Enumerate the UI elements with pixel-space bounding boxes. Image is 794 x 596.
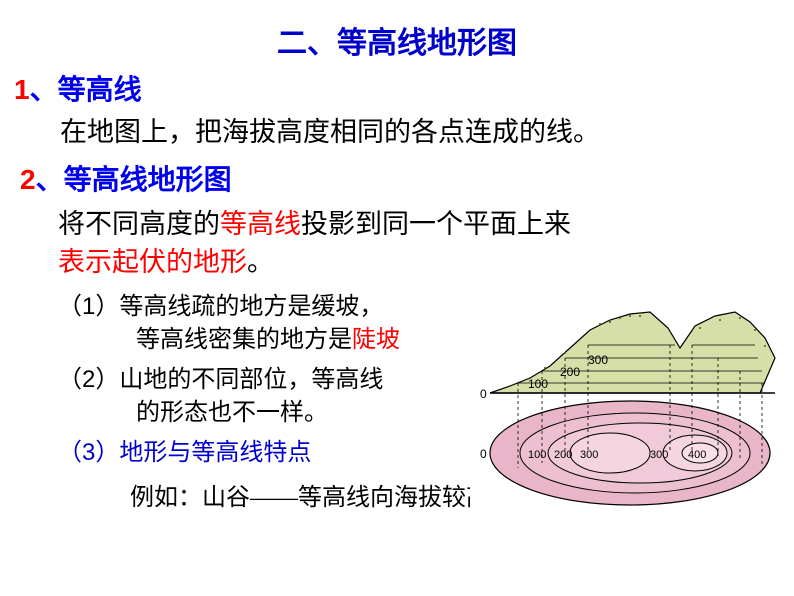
page-title: 二、等高线地形图	[0, 0, 794, 62]
diagram-contour-400: 400	[688, 449, 706, 461]
section-2-sep: 、	[36, 165, 64, 196]
section-1-num: 1	[14, 74, 30, 105]
section-1-sep: 、	[30, 75, 58, 106]
diagram-label-0b: 0	[480, 447, 487, 461]
diagram-contour-300b: 300	[650, 449, 668, 461]
point-1-label: （1）	[58, 293, 119, 320]
section-1-header: 1、等高线	[0, 68, 794, 108]
example-dash: ——	[250, 485, 298, 511]
diagram-label-100: 100	[528, 377, 548, 391]
example-label: 例如：	[130, 485, 202, 511]
def2-post: 。	[247, 247, 274, 277]
section-2-num: 2	[20, 164, 36, 195]
def2-red2: 表示起伏的地形	[58, 247, 247, 277]
point-1-line1: 等高线疏的地方是缓坡，	[119, 294, 383, 320]
section-2-header: 2、等高线地形图	[0, 158, 794, 198]
def2-pre: 将不同高度的	[58, 209, 220, 239]
p1-l2d: 陡坡	[352, 327, 400, 353]
diagram-contour-200: 200	[554, 449, 572, 461]
diagram-label-300: 300	[588, 353, 608, 367]
p1-l2c: 的地方是	[256, 327, 352, 353]
p1-l2b: 密集	[208, 327, 256, 353]
point-3-label: （3）	[58, 439, 119, 466]
section-2-definition: 将不同高度的等高线投影到同一个平面上来 表示起伏的地形。	[0, 206, 794, 282]
diagram-label-200: 200	[560, 365, 580, 379]
def2-mid2: 投影到同一个平面上来	[301, 209, 571, 239]
point-3-text: 地形与等高线特点	[119, 440, 311, 466]
def2-mid1: 等高线	[220, 209, 301, 239]
section-2-label: 等高线地形图	[64, 165, 232, 196]
point-2-line1: 山地的不同部位，等高线	[119, 367, 383, 393]
diagram-contour-100: 100	[528, 449, 546, 461]
section-1-text: 在地图上，把海拔高度相同的各点连成的线。	[0, 114, 794, 152]
p1-l2a: 等高线	[136, 327, 208, 353]
point-2-label: （2）	[58, 366, 119, 393]
diagram-contour-300a: 300	[580, 449, 598, 461]
diagram-label-0a: 0	[480, 387, 487, 401]
example-subject: 山谷	[202, 485, 250, 511]
section-1-label: 等高线	[58, 75, 142, 106]
contour-diagram: 0 100 200 300 0 100 200 300 300 400	[470, 308, 780, 518]
